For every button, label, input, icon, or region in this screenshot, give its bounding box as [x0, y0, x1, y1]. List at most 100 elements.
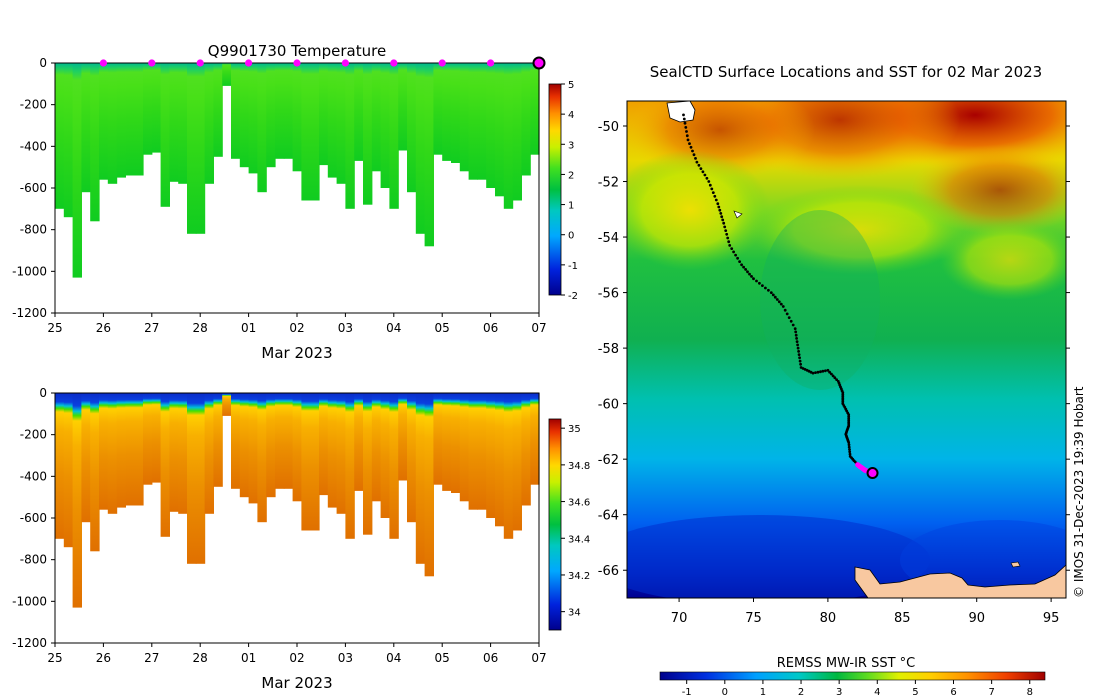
map-frame — [626, 100, 1067, 599]
profile-bar — [389, 63, 399, 209]
track-point — [686, 138, 690, 142]
track-point — [722, 221, 726, 225]
profile-bar — [99, 63, 109, 180]
profile-bar — [125, 393, 135, 506]
track-point — [716, 202, 720, 206]
profile-bar — [345, 63, 355, 209]
salinity-xlabel: Mar 2023 — [261, 674, 332, 692]
colorbar-tick-label: 34.6 — [568, 498, 590, 509]
profile-bar — [231, 393, 241, 489]
colorbar-tick-label: -2 — [568, 291, 578, 302]
profile-bar — [275, 393, 285, 489]
profile-bar — [477, 393, 487, 510]
temperature-x-ticks: 25 26 27 28 01 02 03 04 05 06 07 — [47, 313, 547, 335]
lat-tick-label: -66 — [598, 564, 619, 579]
profile-bar — [363, 393, 373, 535]
track-point — [830, 372, 833, 376]
track-point — [848, 448, 851, 451]
y-tick-label: -800 — [20, 553, 47, 567]
profile-bar — [116, 63, 126, 178]
track-point — [717, 205, 721, 209]
track-point — [744, 268, 747, 271]
profile-bar — [151, 63, 162, 153]
profile-bar — [407, 393, 417, 523]
track-point — [703, 173, 707, 177]
map-title: SealCTD Surface Locations and SST for 02… — [650, 63, 1042, 81]
surface-marker — [148, 59, 156, 67]
x-tick-label: 25 — [47, 651, 62, 665]
track-point — [819, 370, 822, 374]
profile-bar — [239, 63, 250, 168]
profile-bar — [424, 63, 434, 247]
track-point — [736, 256, 739, 260]
sst-colorbar-tick-label: 1 — [760, 687, 766, 698]
profile-bar — [468, 63, 478, 180]
track-point — [797, 350, 800, 353]
track-point — [764, 286, 767, 290]
colorbar-tick-label: 5 — [568, 80, 574, 91]
profile-bar — [213, 393, 223, 487]
profile-bar — [151, 393, 162, 483]
x-tick-label: 06 — [483, 321, 498, 335]
profile-bar — [90, 393, 100, 552]
sst-colorbar-tick-label: 5 — [912, 687, 918, 698]
track-point — [831, 374, 835, 378]
profile-bar — [187, 63, 197, 234]
profile-bar — [222, 393, 232, 416]
profile-bar — [380, 63, 390, 188]
surface-marker — [99, 59, 107, 67]
track-point — [701, 170, 705, 174]
sst-map-panel: SealCTD Surface Locations and SST for 02… — [598, 63, 1086, 698]
track-point — [689, 145, 693, 149]
profile-bar — [512, 393, 522, 531]
profile-bar — [477, 63, 487, 180]
y-tick-label: 0 — [39, 386, 47, 400]
profile-bar — [81, 393, 91, 523]
track-point — [847, 441, 851, 444]
profile-bar — [160, 63, 170, 207]
sst-colorbar-tick-label: 8 — [1027, 687, 1033, 698]
x-tick-label: 03 — [338, 651, 353, 665]
profile-bar — [283, 63, 294, 159]
track-point — [798, 356, 801, 360]
salinity-panel: 0 -200 -400 -600 -800 -1000 -1200 25 26 27 28 01 02… — [12, 386, 590, 692]
track-point — [721, 218, 725, 222]
track-point — [811, 371, 815, 375]
sst-field — [627, 101, 1066, 598]
x-tick-label: 27 — [144, 651, 159, 665]
profile-bar — [389, 393, 399, 539]
profile-bar — [292, 63, 302, 172]
track-point — [793, 327, 797, 331]
profile-bar — [442, 63, 452, 161]
profile-bar — [213, 63, 223, 157]
profile-bar — [354, 63, 364, 161]
seal-track — [682, 113, 879, 480]
track-point — [685, 134, 689, 138]
profile-bar — [345, 393, 355, 539]
profile-bar — [169, 393, 179, 512]
y-tick-label: -400 — [20, 469, 47, 483]
track-point — [767, 288, 770, 292]
track-point — [787, 316, 791, 319]
x-tick-label: 04 — [386, 321, 401, 335]
salinity-x-ticks: 25 26 27 28 01 02 03 04 05 06 07 — [47, 643, 547, 665]
track-point — [826, 368, 830, 372]
track-point — [824, 369, 827, 373]
profile-bar — [248, 63, 258, 174]
sst-colorbar-tick-label: 2 — [798, 687, 804, 698]
y-tick-label: -1200 — [12, 636, 47, 650]
track-point — [730, 247, 734, 251]
temperature-xlabel: Mar 2023 — [261, 344, 332, 362]
profile-bar — [107, 63, 118, 184]
profile-bar — [90, 63, 100, 222]
profile-bar — [398, 63, 408, 151]
profile-bar — [195, 393, 206, 564]
profile-bar — [248, 393, 258, 504]
profile-bar — [72, 393, 82, 608]
profile-bar — [178, 393, 188, 514]
track-point — [796, 343, 799, 347]
track-point — [713, 194, 717, 198]
track-point — [682, 113, 685, 117]
profile-bar — [495, 63, 505, 197]
track-point — [725, 232, 729, 236]
